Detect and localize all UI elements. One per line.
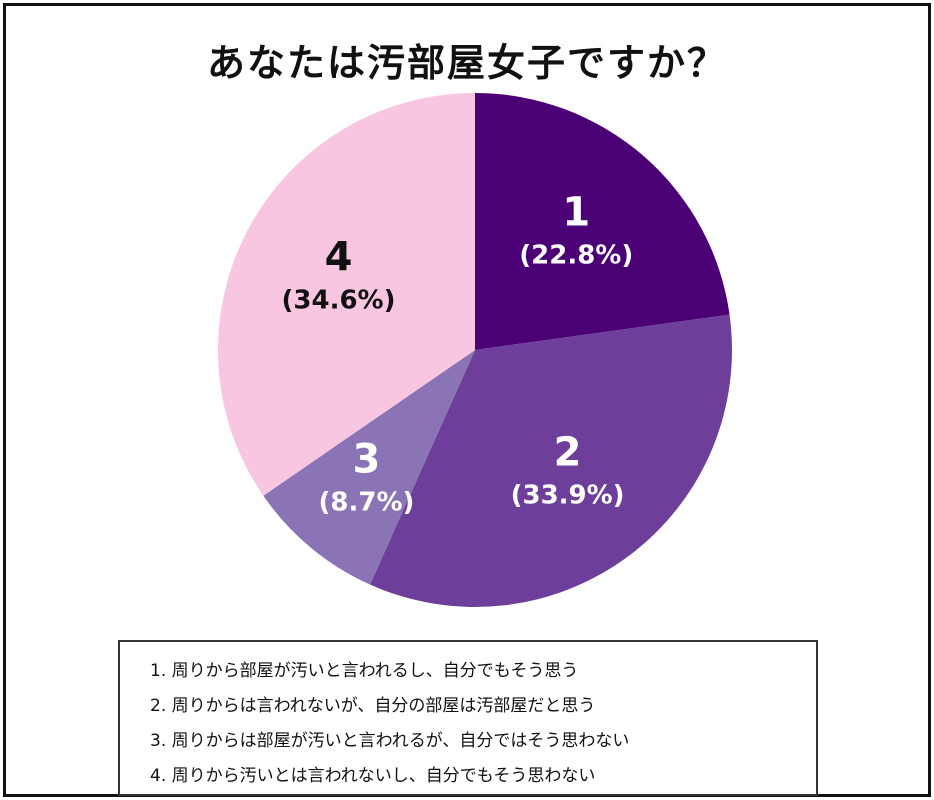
legend-box: 1. 周りから部屋が汚いと言われるし、自分でもそう思う 2. 周りからは言われな…	[118, 640, 818, 796]
slice-label-3: 3	[353, 436, 381, 482]
legend-item-4: 4. 周りから汚いとは言われないし、自分でもそう思わない	[150, 766, 596, 786]
slice-label-1: 1	[562, 190, 590, 236]
chart-frame: あなたは汚部屋女子ですか？ 1 (22.8%) 2 (33.9%) 3 (8.7%) 4 (3…	[3, 3, 931, 797]
legend-item-1: 1. 周りから部屋が汚いと言われるし、自分でもそう思う	[150, 661, 579, 681]
pie-slice-1	[475, 93, 730, 350]
slice-label-2: 2	[554, 429, 582, 475]
pie-slice-2	[369, 314, 732, 608]
slice-percent-3: (8.7%)	[319, 487, 415, 517]
slice-label-4: 4	[325, 234, 353, 280]
legend-item-3: 3. 周りからは部屋が汚いと言われるが、自分ではそう思わない	[150, 731, 630, 751]
legend-item-2: 2. 周りからは言われないが、自分の部屋は汚部屋だと思う	[150, 696, 596, 716]
pie-chart: 1 (22.8%) 2 (33.9%) 3 (8.7%) 4 (34.6%)	[217, 93, 732, 608]
slice-percent-4: (34.6%)	[282, 285, 396, 315]
chart-title: あなたは汚部屋女子ですか？	[206, 41, 727, 85]
slice-percent-1: (22.8%)	[519, 241, 633, 271]
pie-slice-4	[217, 93, 475, 496]
pie-slice-3	[263, 350, 475, 585]
slice-percent-2: (33.9%)	[511, 480, 625, 510]
